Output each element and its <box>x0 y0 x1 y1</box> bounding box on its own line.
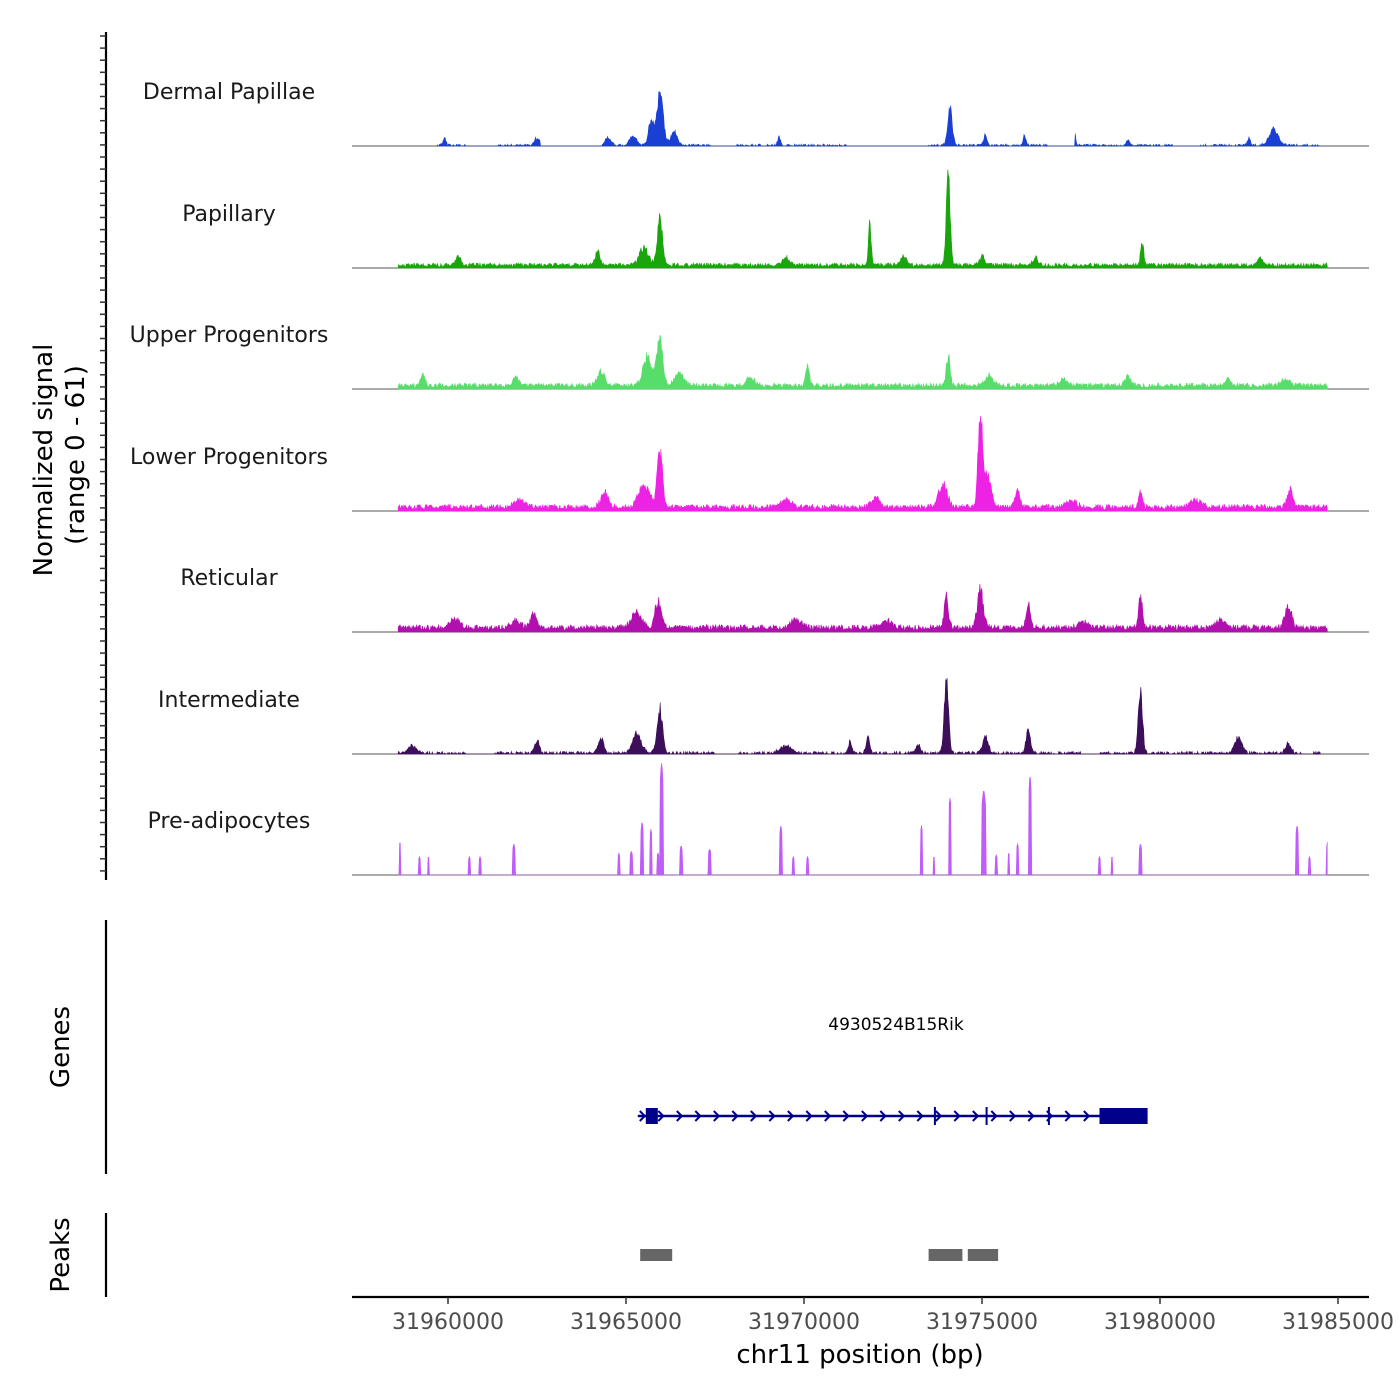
x-axis-ticks <box>447 1297 1339 1304</box>
signal-axis-ticks <box>100 35 106 872</box>
track-label: Dermal Papillae <box>143 80 315 105</box>
x-tick-label: 31965000 <box>570 1310 682 1335</box>
strand-arrow <box>861 1110 869 1122</box>
peaks-axis-title: Peaks <box>46 1217 76 1292</box>
track-label: Reticular <box>180 566 278 591</box>
gene-exon <box>985 1107 988 1125</box>
track-label: Upper Progenitors <box>130 323 329 348</box>
strand-arrow <box>842 1110 850 1122</box>
strand-arrow <box>1009 1110 1017 1122</box>
coverage-area <box>397 335 1328 390</box>
track-dermal-papillae <box>352 91 1369 147</box>
strand-arrow <box>639 1110 647 1122</box>
strand-arrow <box>879 1110 887 1122</box>
track-label: Papillary <box>182 202 276 227</box>
track-reticular <box>352 583 1369 633</box>
peak-region <box>640 1249 673 1261</box>
strand-arrow <box>731 1110 739 1122</box>
gene-name-label: 4930524B15Rik <box>828 1015 964 1035</box>
x-tick-label: 31970000 <box>748 1310 860 1335</box>
track-label: Lower Progenitors <box>130 445 328 470</box>
x-tick-label: 31985000 <box>1282 1310 1394 1335</box>
strand-arrow <box>676 1110 684 1122</box>
signal-axis-title: Normalized signal <box>29 344 59 577</box>
signal-range-label: (range 0 - 61) <box>61 365 91 545</box>
coverage-area <box>398 762 1328 876</box>
strand-arrow <box>990 1110 998 1122</box>
strand-arrow <box>805 1110 813 1122</box>
x-axis-title: chr11 position (bp) <box>736 1340 983 1370</box>
track-upper-progenitors <box>352 335 1369 390</box>
peak-region <box>967 1249 999 1261</box>
coverage-area <box>397 583 1328 633</box>
gene-exon <box>933 1107 936 1125</box>
x-tick-label: 31960000 <box>392 1310 504 1335</box>
peak-regions <box>640 1249 999 1261</box>
strand-arrow <box>953 1110 961 1122</box>
strand-arrow <box>898 1110 906 1122</box>
gene-exon <box>1047 1107 1050 1125</box>
gene-exon <box>1099 1108 1148 1124</box>
strand-arrow <box>694 1110 702 1122</box>
track-pre-adipocytes <box>352 762 1369 876</box>
gene-exon <box>645 1108 658 1124</box>
coverage-tracks <box>352 91 1369 876</box>
strand-arrow <box>768 1110 776 1122</box>
coverage-area <box>437 91 1321 147</box>
strand-arrow <box>916 1110 924 1122</box>
strand-arrow <box>787 1110 795 1122</box>
strand-arrow <box>935 1110 943 1122</box>
track-papillary <box>352 169 1369 269</box>
strand-arrow <box>750 1110 758 1122</box>
coverage-area <box>397 678 1321 756</box>
x-tick-label: 31980000 <box>1104 1310 1216 1335</box>
strand-arrow <box>1083 1110 1091 1122</box>
peak-region <box>928 1249 963 1261</box>
track-label: Intermediate <box>158 688 300 713</box>
genes-axis-title: Genes <box>46 1006 76 1088</box>
strand-arrow <box>972 1110 980 1122</box>
strand-arrow <box>824 1110 832 1122</box>
strand-arrow <box>1064 1110 1072 1122</box>
gene-model <box>637 1107 1148 1125</box>
x-tick-label: 31975000 <box>926 1310 1038 1335</box>
strand-arrow <box>713 1110 721 1122</box>
coverage-area <box>397 169 1328 269</box>
track-intermediate <box>352 678 1369 756</box>
strand-arrow <box>657 1110 665 1122</box>
strand-arrow <box>1027 1110 1035 1122</box>
track-label: Pre-adipocytes <box>148 809 311 834</box>
coverage-area <box>397 415 1328 512</box>
track-lower-progenitors <box>352 415 1369 512</box>
